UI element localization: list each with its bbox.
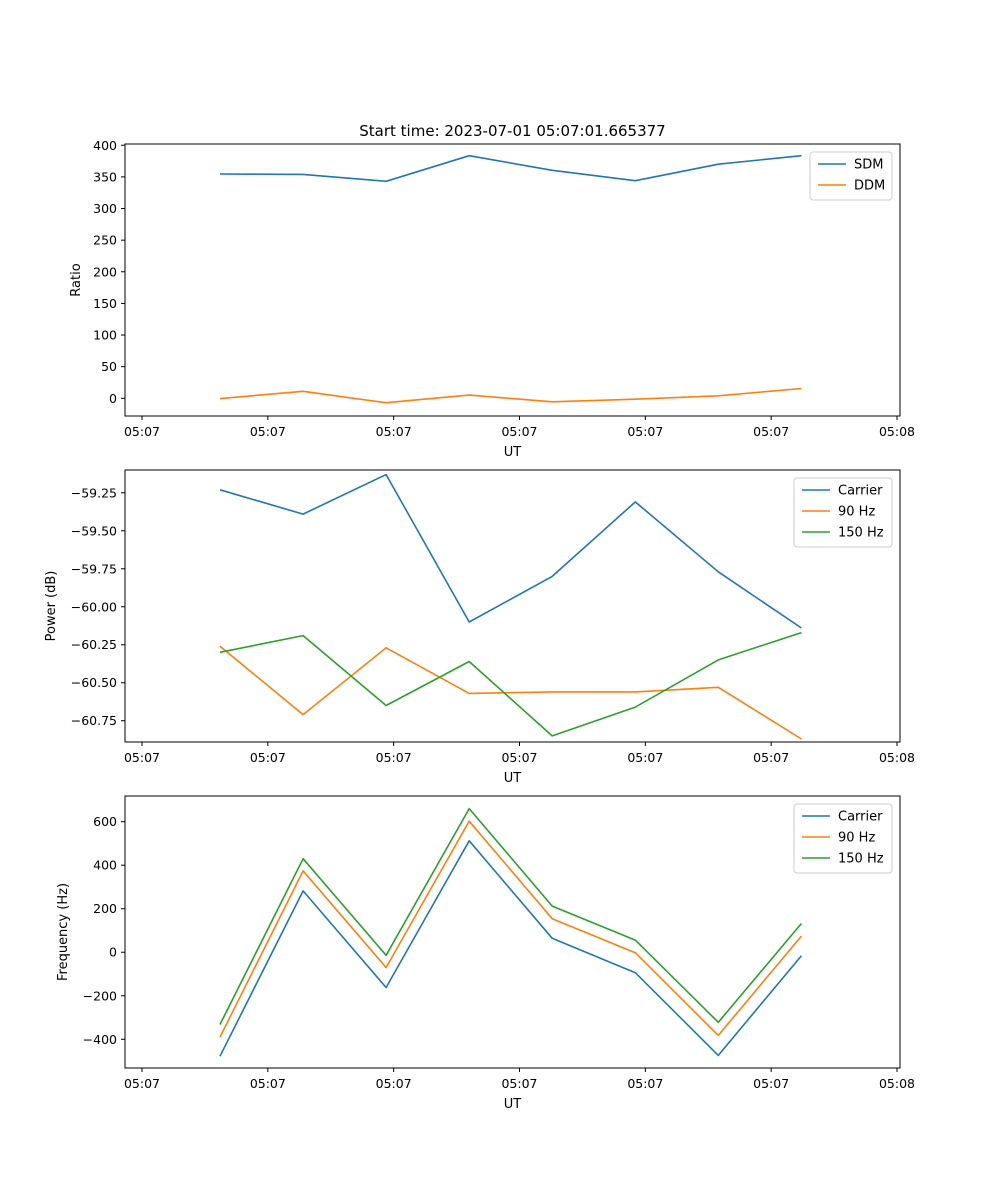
x-tick-label: 05:07 bbox=[124, 750, 160, 765]
y-tick-label: 100 bbox=[93, 328, 117, 343]
axes-frame bbox=[124, 795, 901, 1069]
x-tick-label: 05:07 bbox=[376, 750, 412, 765]
series-line-150-hz bbox=[219, 807, 803, 1025]
y-tick-label: 200 bbox=[93, 264, 117, 279]
y-tick-label: 350 bbox=[93, 169, 117, 184]
y-axis-label: Frequency (Hz) bbox=[56, 883, 71, 981]
x-tick-label: 05:07 bbox=[376, 1076, 412, 1091]
y-tick-label: 50 bbox=[101, 359, 117, 374]
series-line-90-hz bbox=[219, 645, 802, 740]
y-tick-label: −60.25 bbox=[71, 637, 117, 652]
axes-frame bbox=[124, 469, 901, 743]
x-axis-label: UT bbox=[504, 445, 522, 460]
x-tick-label: 05:07 bbox=[250, 1076, 286, 1091]
x-tick-label: 05:07 bbox=[753, 1076, 789, 1091]
y-tick-label: −60.50 bbox=[71, 675, 117, 690]
legend-box bbox=[793, 477, 893, 548]
x-tick-label: 05:08 bbox=[879, 1076, 915, 1091]
x-tick-label: 05:07 bbox=[753, 750, 789, 765]
x-tick-label: 05:07 bbox=[124, 424, 160, 439]
y-tick-label: −60.00 bbox=[71, 599, 117, 614]
legend-label: SDM bbox=[854, 158, 883, 173]
x-tick-label: 05:07 bbox=[627, 424, 663, 439]
x-tick-label: 05:07 bbox=[627, 750, 663, 765]
series-line-sdm bbox=[219, 154, 802, 183]
chart-title: Start time: 2023-07-01 05:07:01.665377 bbox=[359, 122, 665, 140]
y-tick-label: 150 bbox=[93, 296, 117, 311]
x-axis-label: UT bbox=[504, 771, 522, 786]
series-line-150-hz bbox=[219, 631, 802, 737]
x-tick-label: 05:07 bbox=[501, 424, 537, 439]
x-tick-label: 05:07 bbox=[376, 424, 412, 439]
y-tick-label: −60.75 bbox=[71, 713, 117, 728]
y-tick-label: −59.75 bbox=[71, 561, 117, 576]
y-tick-label: 400 bbox=[93, 138, 117, 153]
axes-frame bbox=[124, 143, 901, 417]
y-tick-label: 250 bbox=[93, 233, 117, 248]
legend-label: DDM bbox=[854, 179, 885, 194]
ratio-subplot: Start time: 2023-07-01 05:07:01.665377 0… bbox=[69, 122, 915, 460]
y-tick-label: −200 bbox=[83, 988, 117, 1003]
y-tick-label: 300 bbox=[93, 201, 117, 216]
frequency-subplot: 05:07 05:07 05:07 05:07 05:07 05:07 05:08 −400 −… bbox=[56, 795, 915, 1112]
x-tick-label: 05:07 bbox=[501, 750, 537, 765]
y-axis-label: Ratio bbox=[69, 263, 84, 296]
x-tick-label: 05:07 bbox=[250, 750, 286, 765]
x-tick-label: 05:07 bbox=[753, 424, 789, 439]
x-axis-label: UT bbox=[504, 1097, 522, 1112]
series-line-carrier bbox=[219, 473, 802, 629]
y-tick-label: 0 bbox=[109, 945, 117, 960]
power-subplot: 05:07 05:07 05:07 05:07 05:07 05:07 05:08 −60.7… bbox=[44, 469, 915, 786]
y-tick-label: 600 bbox=[93, 814, 117, 829]
x-tick-label: 05:07 bbox=[627, 1076, 663, 1091]
y-tick-label: 200 bbox=[93, 901, 117, 916]
legend-label: Carrier bbox=[838, 810, 883, 825]
legend-label: 150 Hz bbox=[838, 852, 884, 867]
x-tick-label: 05:08 bbox=[879, 424, 915, 439]
y-tick-label: 400 bbox=[93, 858, 117, 873]
legend-label: 90 Hz bbox=[838, 831, 875, 846]
y-axis-label: Power (dB) bbox=[44, 571, 59, 642]
series-line-carrier bbox=[219, 839, 803, 1057]
y-tick-label: −59.25 bbox=[71, 485, 117, 500]
y-tick-label: −59.50 bbox=[71, 523, 117, 538]
legend-label: Carrier bbox=[838, 484, 883, 499]
series-line-90-hz bbox=[219, 820, 803, 1038]
x-tick-label: 05:07 bbox=[501, 1076, 537, 1091]
y-tick-label: 0 bbox=[109, 391, 117, 406]
legend-label: 90 Hz bbox=[838, 505, 875, 520]
series-line-ddm bbox=[219, 387, 802, 404]
legend-box bbox=[793, 803, 893, 874]
legend-label: 150 Hz bbox=[838, 526, 884, 541]
x-tick-label: 05:08 bbox=[879, 750, 915, 765]
y-tick-label: −400 bbox=[83, 1032, 117, 1047]
x-tick-label: 05:07 bbox=[250, 424, 286, 439]
x-tick-label: 05:07 bbox=[124, 1076, 160, 1091]
